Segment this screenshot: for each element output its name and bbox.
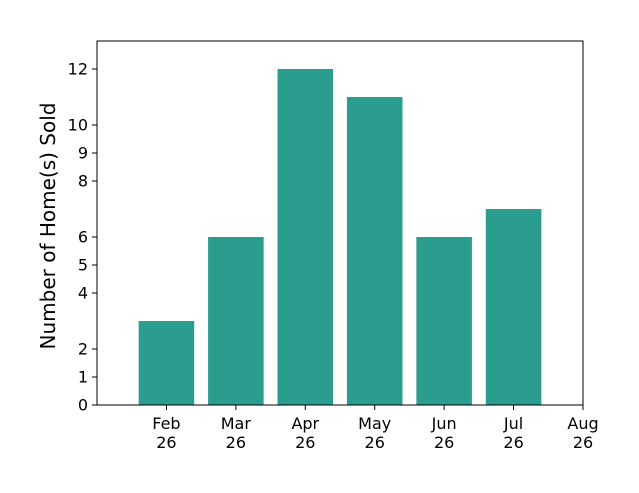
y-tick-label: 12 [68, 60, 88, 79]
bar-feb-26 [138, 321, 195, 405]
x-tick-label-mar: Mar 26 [221, 414, 252, 452]
y-tick-label: 8 [78, 172, 88, 191]
y-tick-label: 4 [78, 284, 88, 303]
bar-apr-26 [277, 69, 334, 405]
y-tick-label: 0 [78, 396, 88, 415]
x-tick-label-jul: Jul 26 [503, 414, 524, 452]
x-tick-label-jun: Jun 26 [431, 414, 457, 452]
y-tick-label: 9 [78, 144, 88, 163]
bar-may-26 [346, 97, 403, 405]
bar-mar-26 [208, 237, 264, 405]
y-axis-label: Number of Home(s) Sold [36, 103, 60, 350]
y-tick-label: 10 [68, 116, 88, 135]
x-tick-label-feb: Feb 26 [152, 414, 180, 452]
x-tick-label-apr: Apr 26 [291, 414, 319, 452]
bar-jun-26 [416, 237, 472, 405]
y-tick-label: 5 [78, 256, 88, 275]
x-axis: Feb 26 Mar 26 Apr 26 May 26 Jun 26 Jul 26 Aug 26 [152, 405, 599, 452]
y-tick-label: 2 [78, 340, 88, 359]
x-tick-label-aug: Aug 26 [567, 414, 598, 452]
bar-jul-26 [485, 209, 542, 405]
y-tick-label: 6 [78, 228, 88, 247]
plot-area-frame [96, 40, 584, 406]
y-tick-label: 1 [78, 368, 88, 387]
x-tick-label-may: May 26 [358, 414, 391, 452]
bars-group [138, 69, 542, 405]
